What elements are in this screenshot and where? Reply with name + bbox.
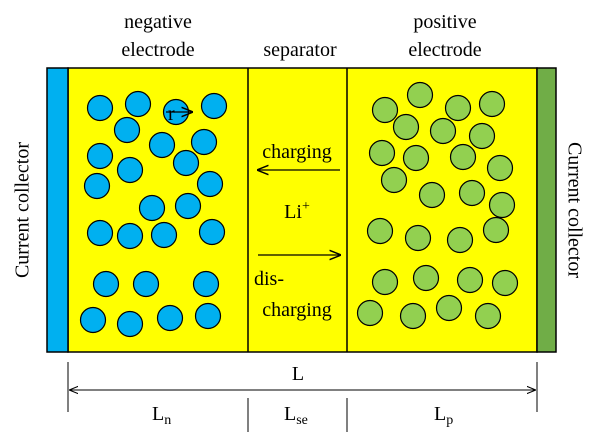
particle — [200, 220, 225, 245]
charging-label: charging — [262, 141, 332, 163]
particle — [373, 98, 398, 123]
dim-sub: p — [446, 413, 453, 428]
ion-sup: + — [302, 199, 310, 214]
particle — [373, 270, 398, 295]
particle — [118, 224, 143, 249]
dim-sub: n — [164, 413, 171, 428]
particle — [94, 272, 119, 297]
particle — [88, 221, 113, 246]
particle — [194, 272, 219, 297]
particle — [451, 145, 476, 170]
particle — [118, 158, 143, 183]
dim-sub: se — [296, 413, 308, 428]
particle — [81, 308, 106, 333]
particle — [134, 272, 159, 297]
particle — [115, 118, 140, 143]
particle — [126, 92, 151, 117]
particle — [401, 304, 426, 329]
particle — [176, 194, 201, 219]
ion-main: Li — [284, 201, 302, 223]
particle — [88, 96, 113, 121]
region-label: separator — [263, 39, 337, 61]
discharging-label: charging — [262, 299, 332, 321]
particle — [488, 156, 513, 181]
particle — [406, 226, 431, 251]
dimension-label: Lp — [434, 403, 453, 428]
radius-label: r — [168, 103, 175, 125]
particle — [446, 96, 471, 121]
particle — [448, 228, 473, 253]
particle — [174, 151, 199, 176]
dim-main: L — [152, 403, 164, 425]
particle — [414, 266, 439, 291]
left-collector — [47, 68, 68, 352]
particle — [460, 181, 485, 206]
particle — [493, 271, 518, 296]
particle — [196, 304, 221, 329]
particle — [476, 304, 501, 329]
region-label: electrode — [121, 39, 194, 61]
particle — [490, 193, 515, 218]
particle — [408, 83, 433, 108]
particle — [370, 141, 395, 166]
particle — [88, 144, 113, 169]
particle — [198, 172, 223, 197]
particle — [358, 301, 383, 326]
particle — [470, 124, 495, 149]
particle — [368, 219, 393, 244]
region-label: electrode — [408, 39, 481, 61]
particle — [140, 196, 165, 221]
dimension-label: L — [292, 363, 304, 385]
particle — [480, 92, 505, 117]
collector-label: Current collector — [563, 142, 585, 278]
particle — [150, 133, 175, 158]
particle — [484, 218, 509, 243]
dimension-label: Ln — [152, 403, 171, 428]
particle — [394, 115, 419, 140]
particle — [202, 94, 227, 119]
particle — [192, 130, 217, 155]
right-collector — [537, 68, 556, 352]
particle — [431, 119, 456, 144]
particle — [118, 312, 143, 337]
region-label: negative — [124, 11, 192, 33]
particle — [458, 268, 483, 293]
particle — [152, 223, 177, 248]
particle — [85, 174, 110, 199]
collector-label: Current collector — [12, 142, 34, 278]
dim-main: L — [284, 403, 296, 425]
battery-diagram: negative electrode separator positive el… — [0, 0, 589, 434]
particle — [404, 146, 429, 171]
dimension-label: Lse — [284, 403, 308, 428]
particle — [437, 296, 462, 321]
region-label: positive — [413, 11, 476, 33]
particle — [158, 306, 183, 331]
dim-main: L — [434, 403, 446, 425]
discharging-label: dis- — [254, 268, 284, 290]
particle — [420, 183, 445, 208]
particle — [382, 168, 407, 193]
